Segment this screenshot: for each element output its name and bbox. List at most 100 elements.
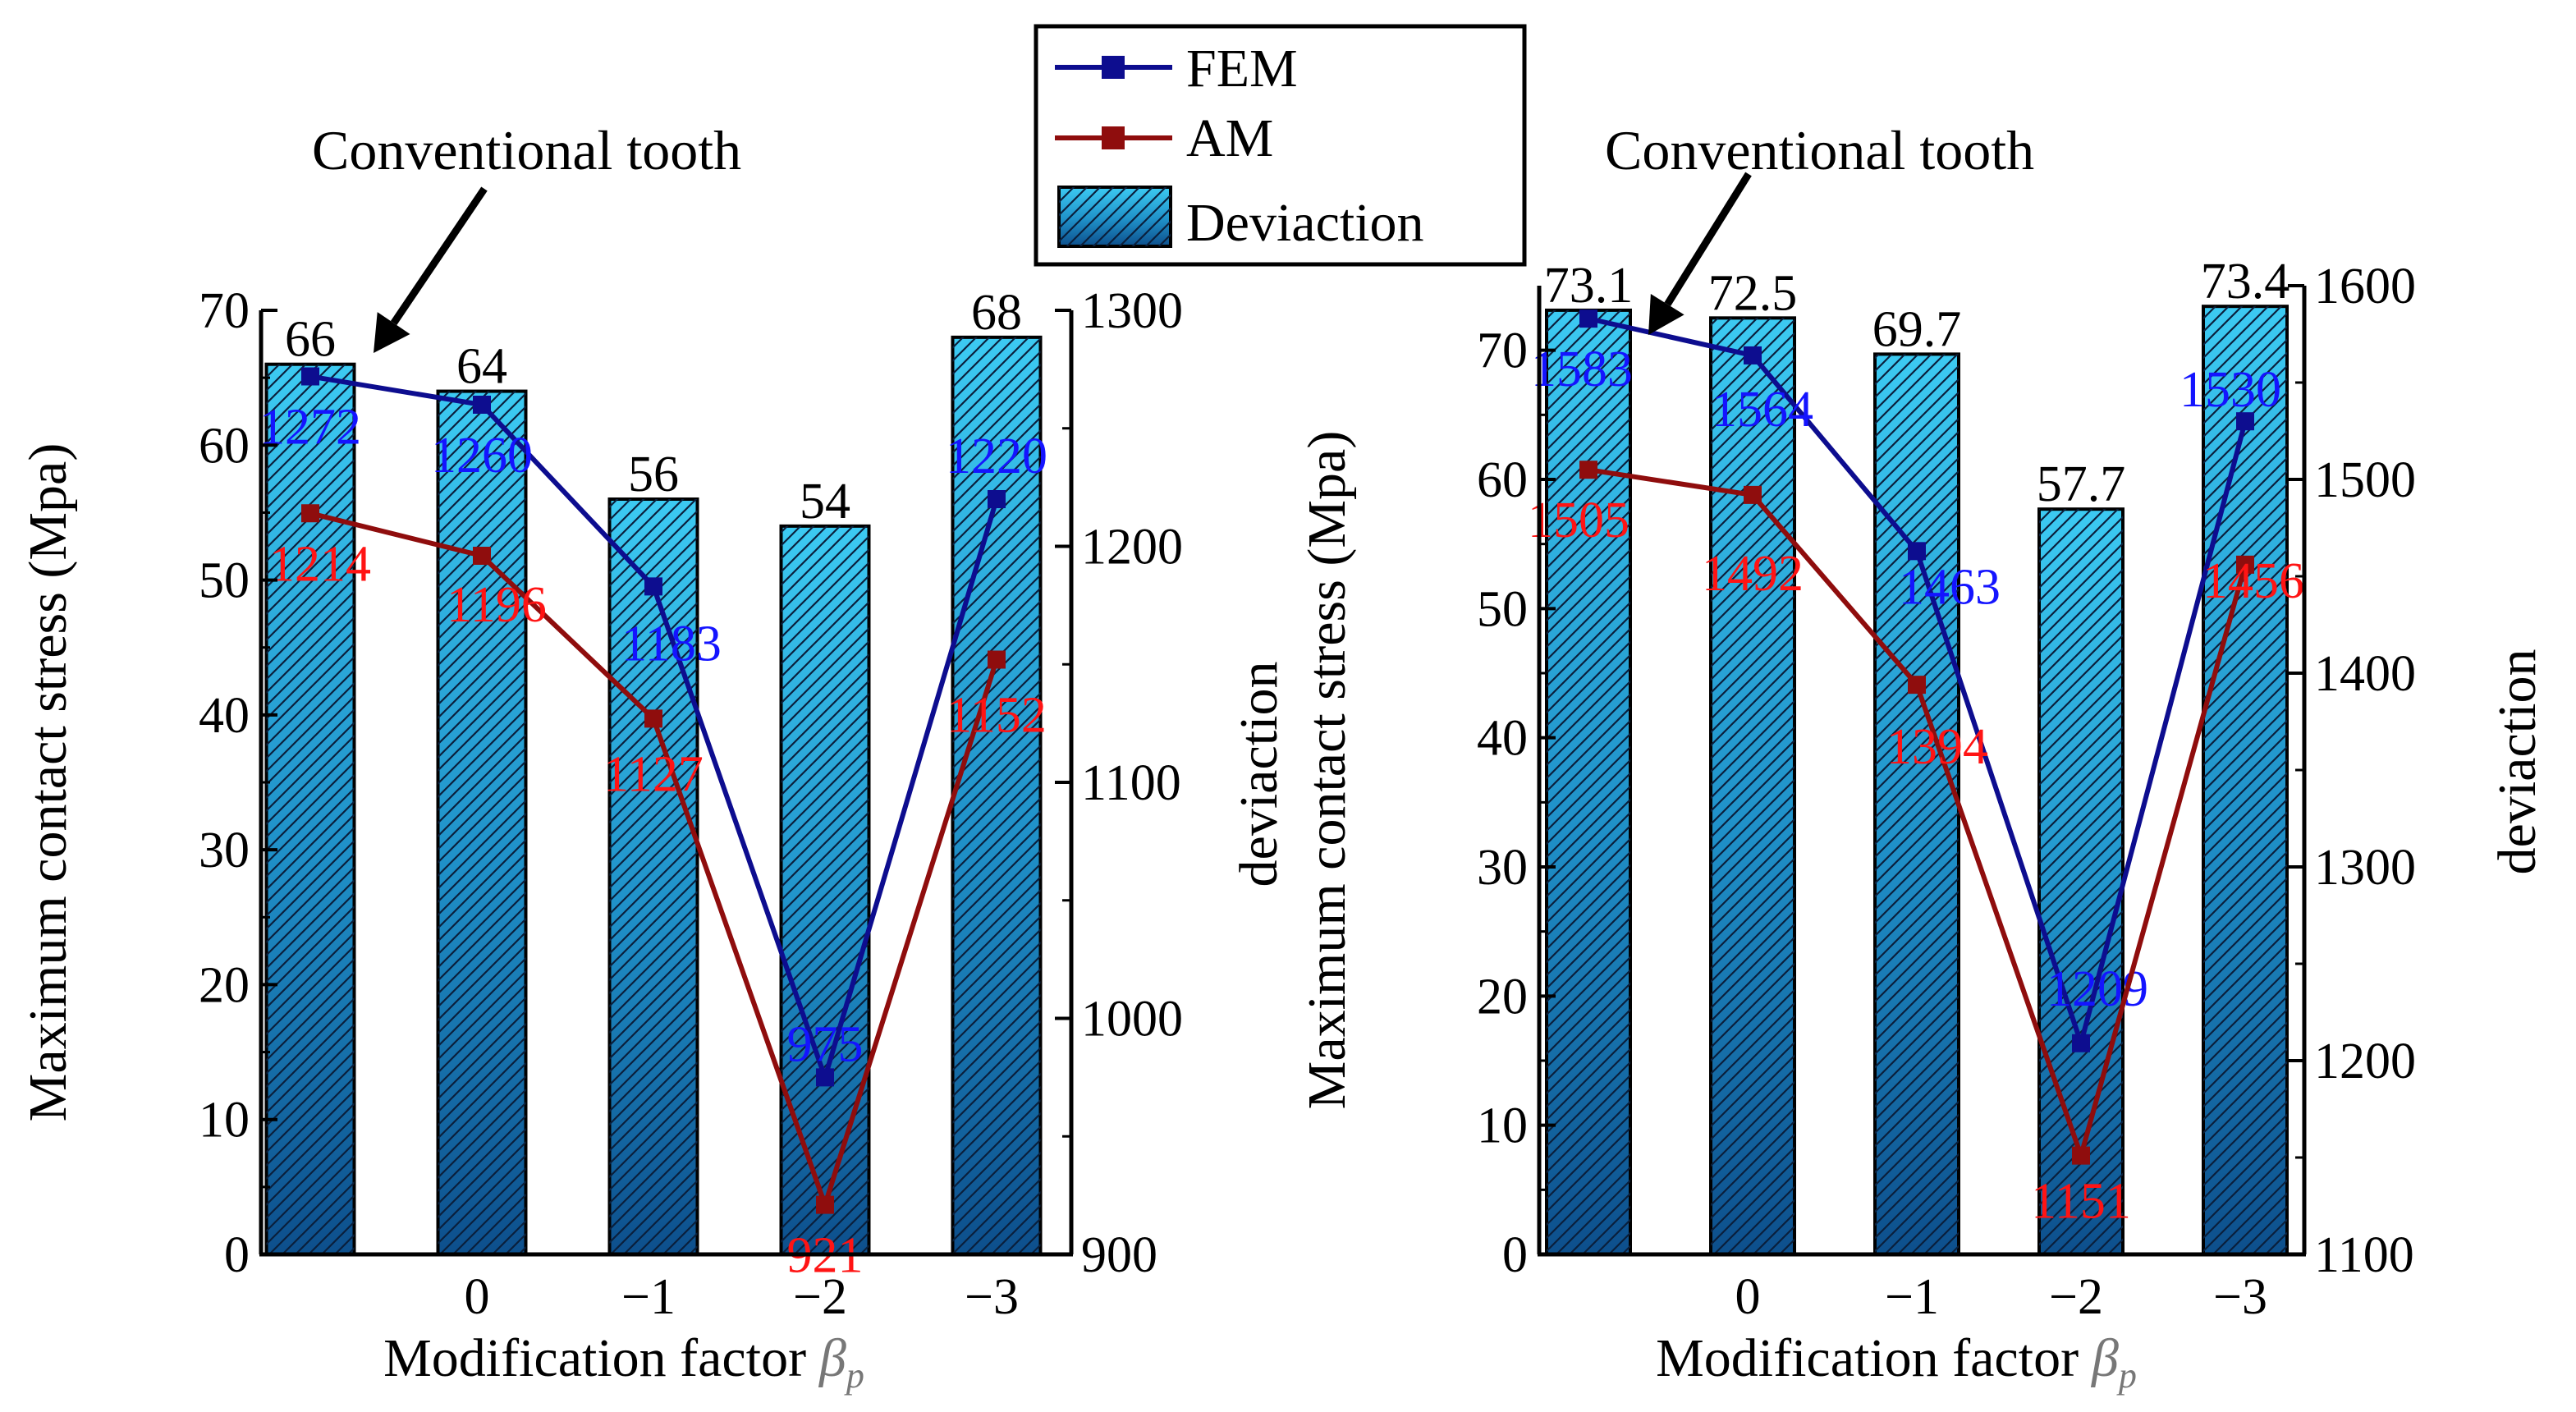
legend-deviaction-label: Deviaction: [1186, 193, 1424, 253]
x-tick-label: −2: [2049, 1269, 2103, 1325]
legend-am-marker: [1102, 126, 1125, 149]
y-tick-label: 20: [1477, 969, 1528, 1025]
bar-hatch: [2039, 509, 2123, 1254]
x-axis-label-subscript: p: [844, 1355, 864, 1396]
y-tick-label: 30: [199, 823, 250, 878]
y2-tick-label: 1300: [2314, 840, 2416, 896]
y2-tick-label: 1500: [2314, 452, 2416, 508]
bar-value-label: 54: [800, 474, 850, 530]
bar-value-label: 68: [971, 285, 1022, 341]
legend: FEM AM Deviaction: [1034, 24, 1527, 267]
y-tick-label: 10: [199, 1093, 250, 1148]
y-tick-label: 40: [199, 688, 250, 744]
bar-hatch: [1547, 309, 1630, 1255]
legend-am-label: AM: [1186, 108, 1273, 168]
bar-value-label: 64: [456, 339, 507, 395]
x-axis-label: Modification factor βp: [383, 1328, 864, 1396]
x-axis-label-text: Modification factor: [1656, 1328, 2079, 1388]
data-label-am: 1127: [603, 746, 704, 802]
y2-axis-label: deviaction: [2487, 649, 2547, 875]
y-tick-label: 50: [199, 553, 250, 609]
x-axis-label: Modification factor βp: [1656, 1328, 2137, 1396]
point-fem: [301, 367, 319, 386]
y-axis-label: Maximum contact stress (Mpa): [18, 443, 78, 1122]
y-tick-label: 70: [1477, 323, 1528, 379]
annotation-arrow-head: [374, 312, 410, 353]
legend-fem-marker: [1102, 56, 1125, 79]
annotation-label: Conventional tooth: [1605, 119, 2034, 181]
bar-value-label: 69.7: [1872, 301, 1962, 357]
y2-tick-label: 1400: [2314, 646, 2416, 702]
y2-tick-label: 1100: [2314, 1227, 2414, 1283]
data-label-fem: 1220: [946, 429, 1047, 484]
y2-tick-label: 1200: [2314, 1034, 2416, 1089]
data-label-am: 1492: [1702, 546, 1804, 602]
chart-right: 73.1 72.569.757.773.415831564146312091530…: [1297, 119, 2547, 1396]
legend-entry-am: AM: [1055, 108, 1273, 168]
data-label-am: 1214: [269, 536, 371, 592]
y2-axis-label: deviaction: [1229, 662, 1289, 887]
y-tick-label: 0: [1502, 1227, 1528, 1283]
point-am: [1744, 485, 1762, 504]
point-am: [2072, 1146, 2090, 1165]
x-axis-label-symbol: β: [818, 1328, 846, 1388]
y-tick-label: 50: [1477, 581, 1528, 637]
data-label-fem: 1183: [621, 616, 722, 672]
x-tick-label: 0: [1735, 1269, 1761, 1325]
bar-hatch: [1711, 318, 1794, 1254]
y2-tick-label: 1600: [2314, 259, 2416, 314]
point-am: [301, 504, 319, 523]
y2-tick-label: 1000: [1081, 992, 1183, 1048]
point-am: [1908, 676, 1926, 695]
legend-deviaction-hatch: [1059, 187, 1171, 246]
data-label-am: 1505: [1528, 493, 1629, 548]
y2-tick-label: 1100: [1081, 755, 1181, 811]
bar-value-label: 57.7: [2037, 456, 2126, 512]
data-label-fem: 1463: [1899, 559, 2001, 615]
data-label-fem: 975: [787, 1016, 864, 1072]
data-label-fem: 1272: [259, 400, 361, 456]
data-label-fem: 1530: [2180, 362, 2281, 418]
annotation-arrow-shaft: [1664, 172, 1752, 307]
data-label-am: 1151: [2031, 1174, 2131, 1230]
x-tick-label: −3: [2213, 1269, 2267, 1325]
point-am: [816, 1195, 834, 1214]
point-am: [644, 709, 662, 728]
data-label-am: 1196: [447, 577, 547, 633]
point-fem: [473, 396, 491, 414]
data-label-am: 1152: [947, 688, 1047, 744]
bar-value-label: 56: [628, 447, 679, 502]
data-label-am: 1394: [1886, 719, 1988, 775]
point-am: [988, 650, 1006, 669]
y2-tick-label: 1300: [1081, 283, 1183, 339]
point-fem: [988, 490, 1006, 508]
y-tick-label: 60: [199, 418, 250, 474]
x-axis-label-text: Modification factor: [383, 1328, 806, 1388]
data-label-am: 1456: [2202, 553, 2304, 609]
bar-value-label: 73.1: [1544, 258, 1634, 314]
y-tick-label: 70: [199, 283, 250, 339]
y-tick-label: 40: [1477, 711, 1528, 767]
point-fem: [1579, 309, 1597, 328]
legend-entry-deviaction: Deviaction: [1057, 186, 1424, 253]
bar-value-label: 72.5: [1708, 265, 1798, 321]
bar-hatch: [609, 499, 698, 1254]
point-am: [2236, 555, 2254, 574]
point-fem: [2072, 1034, 2090, 1052]
x-tick-label: 0: [465, 1269, 490, 1325]
point-fem: [816, 1068, 834, 1087]
x-tick-label: −1: [621, 1269, 676, 1325]
point-fem: [1908, 542, 1926, 561]
x-tick-label: −1: [1885, 1269, 1939, 1325]
point-fem: [2236, 412, 2254, 431]
y-tick-label: 20: [199, 957, 250, 1013]
y-tick-label: 60: [1477, 452, 1528, 508]
x-axis-label-symbol: β: [2090, 1328, 2119, 1388]
bar-hatch: [1875, 354, 1959, 1254]
point-fem: [644, 577, 662, 596]
y-tick-label: 0: [224, 1227, 250, 1283]
annotation-arrow-shaft: [390, 186, 488, 326]
y-tick-label: 10: [1477, 1098, 1528, 1154]
bar-value-label: 73.4: [2201, 254, 2290, 309]
